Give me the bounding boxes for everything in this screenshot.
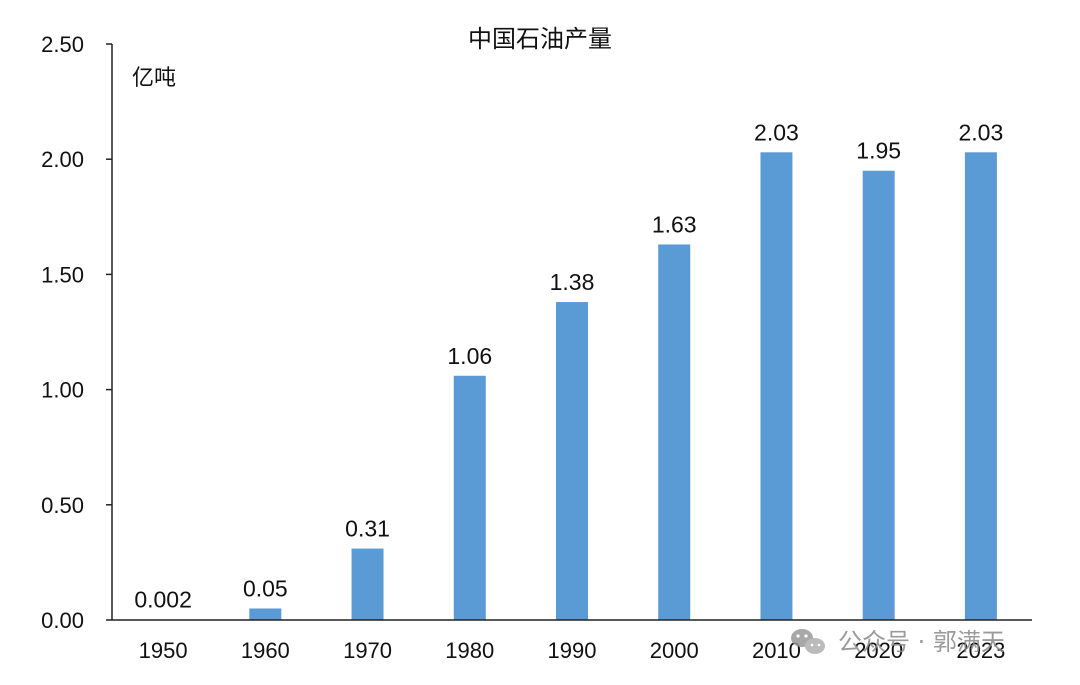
bar-1980 [453,375,486,620]
y-tick-label: 1.00 [41,378,84,403]
bar-value-label-1970: 0.31 [345,516,390,542]
bar-value-label-2010: 2.03 [754,119,799,145]
bar-1990 [556,302,588,620]
x-axis-ticks: 1950 1960 1970 1980 1990 2000 2010 2020 2023 [139,638,1006,663]
y-axis-ticks: 0.00 0.50 1.00 1.50 2.00 2.50 [41,32,112,633]
watermark-text: 公众号 · 郭满天 [838,628,1005,656]
bar-value-label-1990: 1.38 [550,269,595,295]
y-tick-label: 2.50 [41,32,84,57]
x-tick-label-1950: 1950 [139,638,188,663]
bar-2010 [760,152,793,620]
bar-2023 [964,152,997,620]
watermark: 公众号 · 郭满天 [791,628,1005,656]
x-tick-label-1960: 1960 [241,638,290,663]
wechat-icon [791,629,825,654]
bar-value-label-1980: 1.06 [447,343,492,369]
bar-value-label-1960: 0.05 [243,575,288,601]
chart-title: 中国石油产量 [468,25,612,53]
y-unit-label: 亿吨 [132,66,176,91]
y-tick-label: 1.50 [41,262,84,287]
bar-2000 [658,244,691,620]
bar-value-label-2000: 1.63 [652,211,697,237]
bar-1960 [249,608,282,620]
bar-2020 [862,170,895,620]
bar-value-label-2020: 1.95 [856,138,901,164]
x-tick-label-1980: 1980 [445,638,494,663]
y-tick-label: 2.00 [41,147,84,172]
y-tick-label: 0.00 [41,608,84,633]
bar-value-label-1950: 0.002 [134,587,192,613]
bars [147,152,997,620]
y-tick-label: 0.50 [41,493,84,518]
x-tick-label-1990: 1990 [548,638,597,663]
bar-value-label-2023: 2.03 [959,119,1004,145]
x-tick-label-2000: 2000 [650,638,699,663]
bar-value-labels: 0.002 0.05 0.31 1.06 1.38 1.63 2.03 1.95 2.03 [134,119,1003,612]
bar-1970 [351,548,384,620]
x-tick-label-1970: 1970 [343,638,392,663]
x-tick-label-2023: 2023 [956,638,1005,663]
x-tick-label-2020: 2020 [854,638,903,663]
